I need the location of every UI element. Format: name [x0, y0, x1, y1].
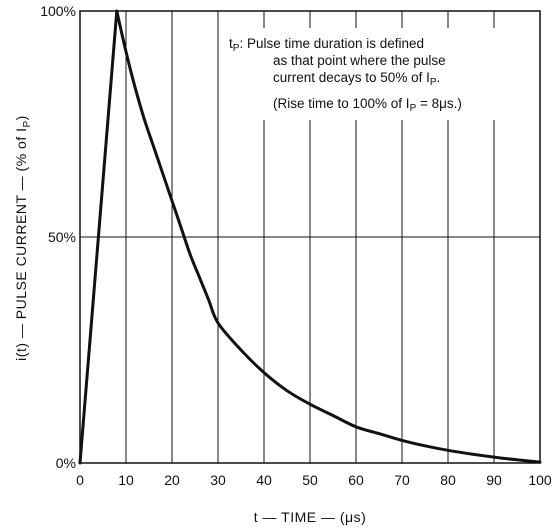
x-tick-label-100: 100	[528, 472, 552, 488]
annotation-line-3-end: .	[437, 70, 441, 85]
annotation-line-1: tP: Pulse time duration is defined	[229, 36, 424, 54]
y-tick-label-50: 50%	[48, 229, 76, 245]
x-tick-label-30: 30	[210, 472, 226, 488]
annotation-line-4-text: (Rise time to 100% of I	[273, 96, 410, 111]
annotation-tp: t	[229, 36, 233, 51]
x-tick-label-80: 80	[440, 472, 456, 488]
x-tick-label-90: 90	[486, 472, 502, 488]
x-tick-label-10: 10	[118, 472, 134, 488]
annotation-line-3-text: current decays to 50% of I	[273, 70, 430, 85]
annotation-line-1-text: : Pulse time duration is defined	[239, 36, 424, 51]
y-axis-title-end: )	[13, 115, 29, 120]
x-tick-label-0: 0	[76, 472, 84, 488]
x-tick-label-40: 40	[256, 472, 272, 488]
annotation-line-2: as that point where the pulse	[273, 53, 446, 68]
y-tick-label-0: 0%	[56, 455, 76, 471]
annotation-line-4-end: = 8μs.)	[416, 96, 462, 111]
annotation-line-4: (Rise time to 100% of IP = 8μs.)	[273, 96, 462, 114]
annotation: tP: Pulse time duration is defined as th…	[229, 36, 462, 114]
tick-labels: 0 10 20 30 40 50 60 70 80 90 100 0% 50% 100%	[40, 3, 552, 488]
x-axis-title: t — TIME — (μs)	[254, 509, 367, 525]
y-axis-title-main: i(t) — PULSE CURRENT — (% of I	[13, 128, 29, 361]
x-tick-label-50: 50	[302, 472, 318, 488]
pulse-current-curve	[78, 9, 542, 465]
x-tick-label-60: 60	[348, 472, 364, 488]
annotation-background	[222, 28, 522, 120]
annotation-line-3-sub: P	[430, 77, 437, 88]
y-tick-label-100: 100%	[40, 3, 76, 19]
y-axis-title-sub: P	[22, 120, 33, 127]
annotation-line-4-sub: P	[410, 103, 417, 114]
plot-frame	[79, 10, 541, 464]
annotation-tp-sub: P	[233, 43, 240, 54]
annotation-line-3: current decays to 50% of IP.	[273, 70, 440, 88]
x-tick-label-20: 20	[164, 472, 180, 488]
y-axis-title: i(t) — PULSE CURRENT — (% of IP)	[13, 115, 33, 361]
x-tick-label-70: 70	[394, 472, 410, 488]
